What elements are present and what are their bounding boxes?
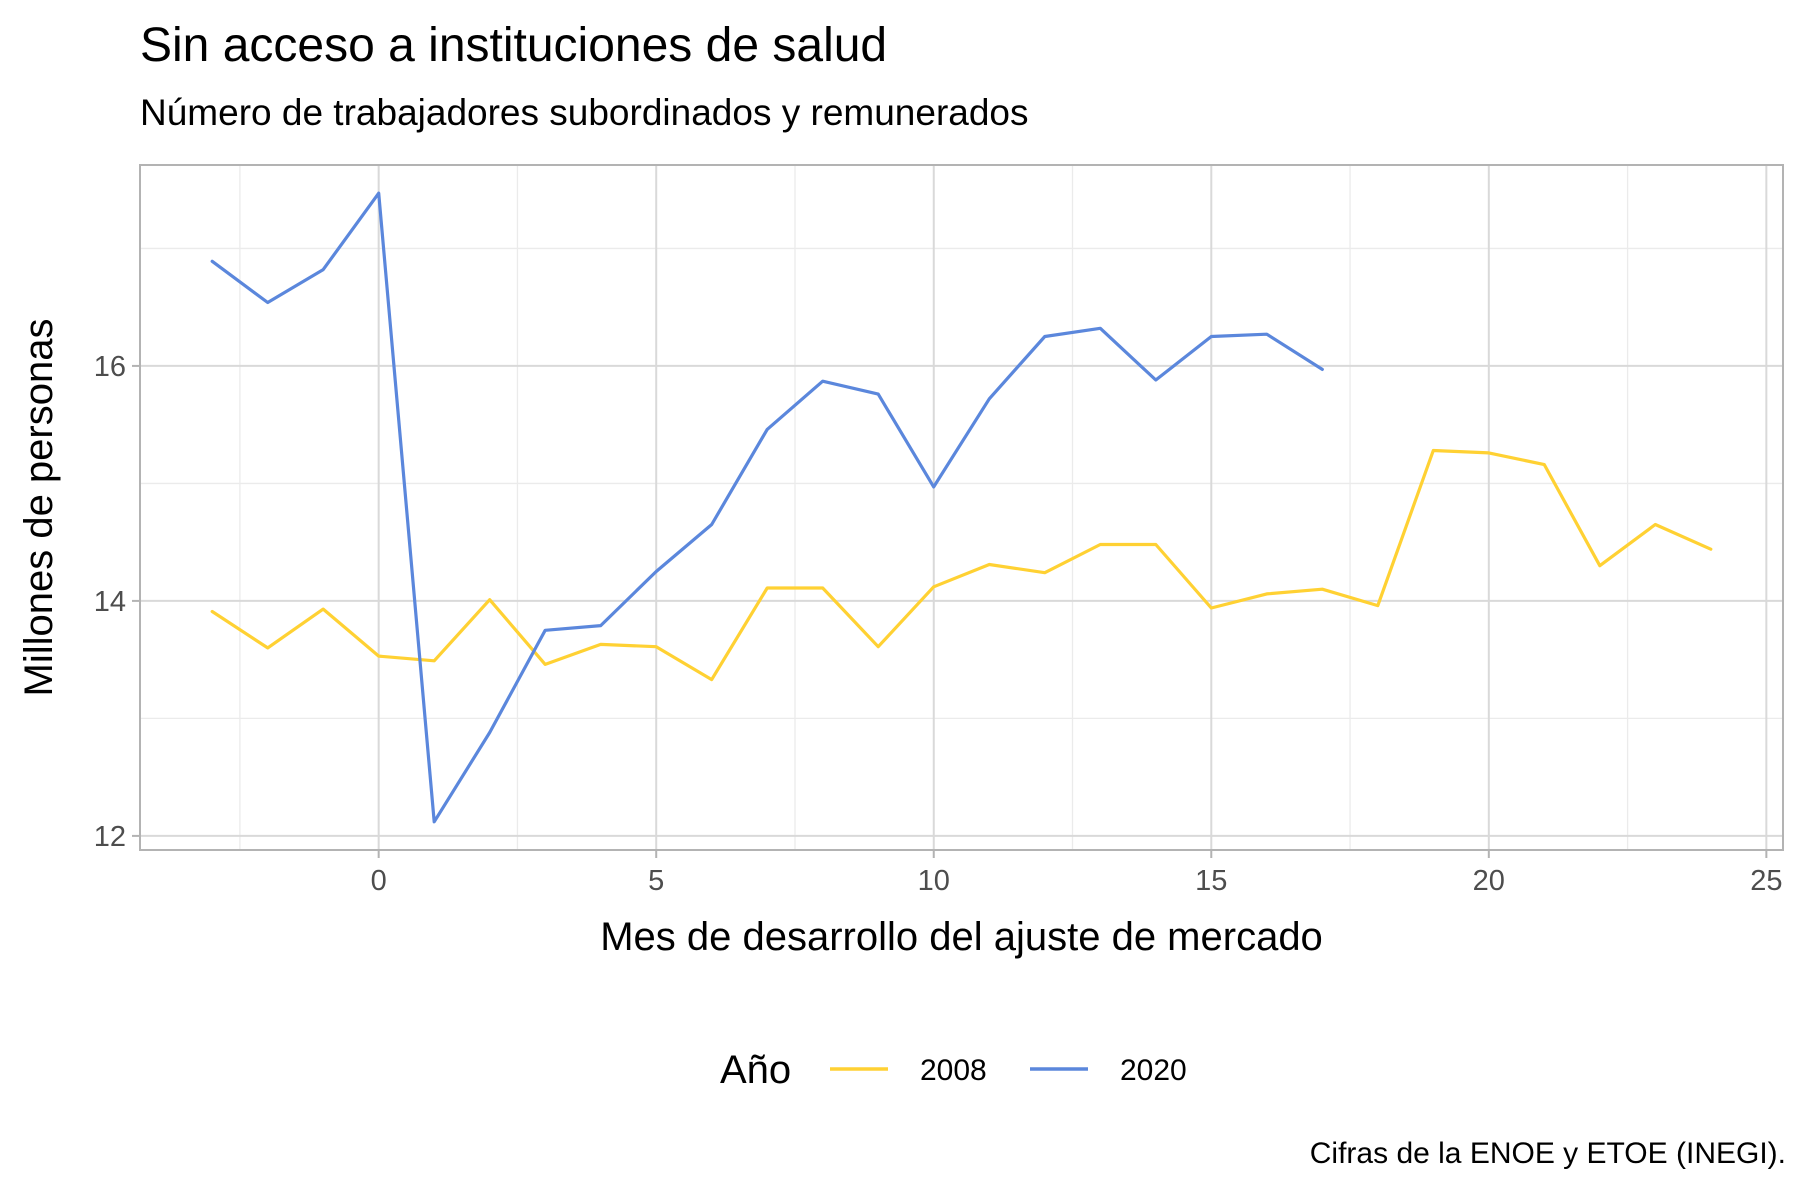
series-lines <box>210 191 1713 824</box>
chart-subtitle: Número de trabajadores subordinados y re… <box>140 92 1029 133</box>
y-axis-ticks: 12 14 16 <box>94 351 140 853</box>
y-tick-label: 12 <box>94 821 126 853</box>
legend-label-2020: 2020 <box>1120 1054 1187 1087</box>
y-tick-label: 16 <box>94 351 126 383</box>
x-axis-title: Mes de desarrollo del ajuste de mercado <box>600 915 1323 959</box>
x-tick-label: 10 <box>918 865 950 897</box>
plot-panel-border <box>139 164 1784 851</box>
x-tick-label: 0 <box>371 865 387 897</box>
legend: Año 2008 2020 <box>720 1048 1187 1092</box>
series-line-2008 <box>210 448 1713 682</box>
legend-items: 2008 2020 <box>830 1054 1187 1087</box>
x-tick-label: 25 <box>1750 865 1782 897</box>
x-tick-label: 20 <box>1473 865 1505 897</box>
minor-gridlines <box>140 165 1783 850</box>
chart-title: Sin acceso a instituciones de salud <box>140 19 888 72</box>
major-gridlines <box>140 165 1783 850</box>
legend-label-2008: 2008 <box>920 1054 987 1087</box>
x-axis-ticks: 0 5 10 15 20 25 <box>371 850 1782 897</box>
y-axis-title: Millones de personas <box>17 319 61 697</box>
chart-caption: Cifras de la ENOE y ETOE (INEGI). <box>1309 1137 1786 1170</box>
x-tick-label: 5 <box>648 865 664 897</box>
series-line-2020 <box>210 191 1324 824</box>
x-tick-label: 15 <box>1195 865 1227 897</box>
y-tick-label: 14 <box>94 586 126 618</box>
legend-title: Año <box>720 1048 791 1092</box>
